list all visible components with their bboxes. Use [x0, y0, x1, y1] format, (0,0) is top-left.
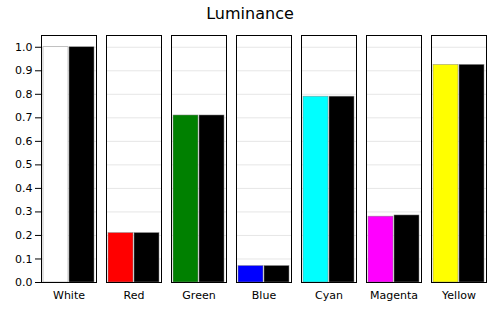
- svg-text:0.6: 0.6: [15, 135, 33, 148]
- html-text:Luminance: Luminance: [206, 4, 294, 23]
- svg-text:Red: Red: [124, 289, 145, 302]
- svg-text:0.2: 0.2: [15, 229, 33, 242]
- svg-text:0.0: 0.0: [15, 276, 33, 289]
- svg-text:0.8: 0.8: [15, 88, 33, 101]
- svg-text:White: White: [53, 289, 85, 302]
- svg-text:Yellow: Yellow: [441, 289, 476, 302]
- svg-text:1.0: 1.0: [15, 41, 33, 54]
- svg-text:0.3: 0.3: [15, 205, 33, 218]
- svg-text:Green: Green: [182, 289, 215, 302]
- svg-text:Blue: Blue: [252, 289, 277, 302]
- svg-text:Cyan: Cyan: [315, 289, 343, 302]
- svg-text:0.5: 0.5: [15, 158, 33, 171]
- svg-text:0.4: 0.4: [15, 182, 33, 195]
- svg-text:0.7: 0.7: [15, 111, 33, 124]
- svg-text:0.9: 0.9: [15, 64, 33, 77]
- svg-text:Magenta: Magenta: [370, 289, 418, 302]
- svg-text:0.1: 0.1: [15, 252, 33, 265]
